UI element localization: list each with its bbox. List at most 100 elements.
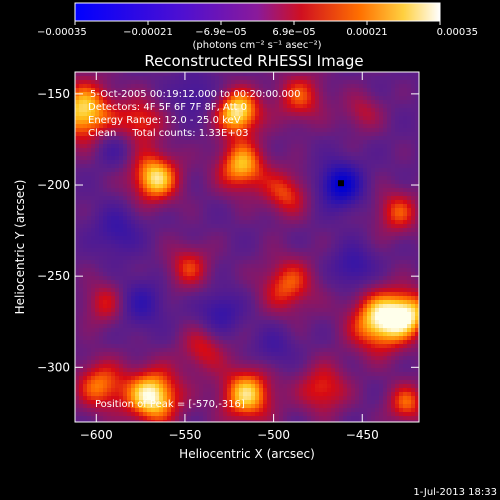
heatmap-cell	[303, 180, 308, 185]
heatmap-cell	[207, 240, 212, 245]
heatmap-cell	[127, 276, 132, 281]
heatmap-cell	[195, 204, 200, 209]
heatmap-cell	[347, 168, 352, 173]
heatmap-cell	[235, 160, 240, 165]
heatmap-cell	[175, 128, 180, 133]
heatmap-cell	[83, 168, 88, 173]
heatmap-cell	[199, 292, 204, 297]
heatmap-cell	[175, 276, 180, 281]
heatmap-cell	[403, 268, 408, 273]
heatmap-cell	[103, 232, 108, 237]
heatmap-cell	[103, 96, 108, 101]
heatmap-cell	[315, 256, 320, 261]
heatmap-cell	[75, 204, 80, 209]
heatmap-cell	[215, 256, 220, 261]
heatmap-cell	[403, 104, 408, 109]
heatmap-cell	[307, 72, 312, 77]
heatmap-cell	[387, 160, 392, 165]
heatmap-cell	[399, 104, 404, 109]
heatmap-cell	[87, 236, 92, 241]
heatmap-cell	[243, 144, 248, 149]
heatmap-cell	[199, 288, 204, 293]
heatmap-cell	[327, 172, 332, 177]
heatmap-cell	[147, 196, 152, 201]
heatmap-cell	[355, 124, 360, 129]
heatmap-cell	[175, 216, 180, 221]
heatmap-cell	[411, 96, 416, 101]
heatmap-cell	[291, 156, 296, 161]
heatmap-cell	[331, 88, 336, 93]
heatmap-cell	[83, 188, 88, 193]
heatmap-cell	[231, 72, 236, 77]
heatmap-cell	[295, 76, 300, 81]
heatmap-cell	[363, 212, 368, 217]
heatmap-cell	[415, 108, 419, 113]
heatmap-cell	[187, 112, 192, 117]
heatmap-cell	[131, 124, 136, 129]
heatmap-cell	[167, 272, 172, 277]
heatmap-cell	[351, 252, 356, 257]
heatmap-cell	[231, 116, 236, 121]
heatmap-cell	[355, 144, 360, 149]
heatmap-cell	[111, 296, 116, 301]
heatmap-cell	[143, 168, 148, 173]
heatmap-cell	[227, 80, 232, 85]
heatmap-cell	[215, 224, 220, 229]
heatmap-cell	[75, 264, 80, 269]
heatmap-cell	[171, 236, 176, 241]
heatmap-cell	[191, 124, 196, 129]
heatmap-cell	[171, 240, 176, 245]
heatmap-cell	[395, 208, 400, 213]
heatmap-cell	[155, 296, 160, 301]
heatmap-cell	[235, 212, 240, 217]
heatmap-cell	[403, 144, 408, 149]
heatmap-cell	[175, 272, 180, 277]
heatmap-cell	[283, 184, 288, 189]
heatmap-cell	[335, 76, 340, 81]
heatmap-cell	[363, 180, 368, 185]
heatmap-cell	[391, 100, 396, 105]
heatmap-cell	[111, 260, 116, 265]
heatmap-cell	[263, 136, 268, 141]
heatmap-cell	[215, 132, 220, 137]
heatmap-cell	[163, 176, 168, 181]
heatmap-cell	[95, 184, 100, 189]
heatmap-cell	[311, 160, 316, 165]
heatmap-cell	[335, 108, 340, 113]
heatmap-cell	[199, 248, 204, 253]
heatmap-cell	[403, 196, 408, 201]
heatmap-cell	[383, 144, 388, 149]
heatmap-cell	[355, 276, 360, 281]
heatmap-cell	[283, 100, 288, 105]
heatmap-cell	[131, 236, 136, 241]
heatmap-cell	[143, 140, 148, 145]
heatmap-cell	[75, 208, 80, 213]
heatmap-cell	[267, 112, 272, 117]
heatmap-cell	[147, 292, 152, 297]
heatmap-cell	[407, 124, 412, 129]
heatmap-cell	[375, 204, 380, 209]
heatmap-cell	[83, 80, 88, 85]
heatmap-cell	[175, 164, 180, 169]
heatmap-cell	[175, 156, 180, 161]
heatmap-cell	[219, 216, 224, 221]
heatmap-cell	[211, 116, 216, 121]
heatmap-cell	[79, 292, 84, 297]
heatmap-cell	[283, 216, 288, 221]
heatmap-cell	[155, 92, 160, 97]
heatmap-cell	[231, 92, 236, 97]
heatmap-cell	[303, 200, 308, 205]
heatmap-cell	[291, 248, 296, 253]
heatmap-cell	[251, 236, 256, 241]
heatmap-cell	[259, 76, 264, 81]
heatmap-cell	[411, 288, 416, 293]
heatmap-cell	[231, 260, 236, 265]
heatmap-cell	[175, 172, 180, 177]
heatmap-cell	[203, 272, 208, 277]
heatmap-cell	[395, 96, 400, 101]
heatmap-cell	[411, 244, 416, 249]
heatmap-cell	[379, 292, 384, 297]
heatmap-cell	[251, 268, 256, 273]
heatmap-cell	[263, 192, 268, 197]
heatmap-cell	[243, 84, 248, 89]
